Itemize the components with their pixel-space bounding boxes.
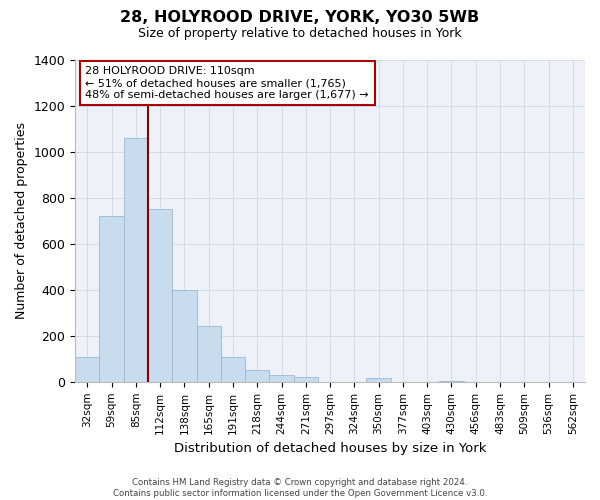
Bar xyxy=(245,370,269,382)
Text: 28, HOLYROOD DRIVE, YORK, YO30 5WB: 28, HOLYROOD DRIVE, YORK, YO30 5WB xyxy=(121,10,479,25)
Text: 28 HOLYROOD DRIVE: 110sqm
← 51% of detached houses are smaller (1,765)
48% of se: 28 HOLYROOD DRIVE: 110sqm ← 51% of detac… xyxy=(85,66,369,100)
Bar xyxy=(197,326,221,382)
Bar xyxy=(221,356,245,382)
Bar xyxy=(172,290,197,382)
Bar xyxy=(439,380,464,382)
Bar xyxy=(124,138,148,382)
Bar xyxy=(367,378,391,382)
Text: Size of property relative to detached houses in York: Size of property relative to detached ho… xyxy=(138,28,462,40)
Bar xyxy=(100,216,124,382)
Bar xyxy=(293,377,318,382)
Bar xyxy=(269,376,293,382)
X-axis label: Distribution of detached houses by size in York: Distribution of detached houses by size … xyxy=(174,442,487,455)
Text: Contains HM Land Registry data © Crown copyright and database right 2024.
Contai: Contains HM Land Registry data © Crown c… xyxy=(113,478,487,498)
Bar xyxy=(75,356,100,382)
Y-axis label: Number of detached properties: Number of detached properties xyxy=(15,122,28,320)
Bar xyxy=(148,210,172,382)
